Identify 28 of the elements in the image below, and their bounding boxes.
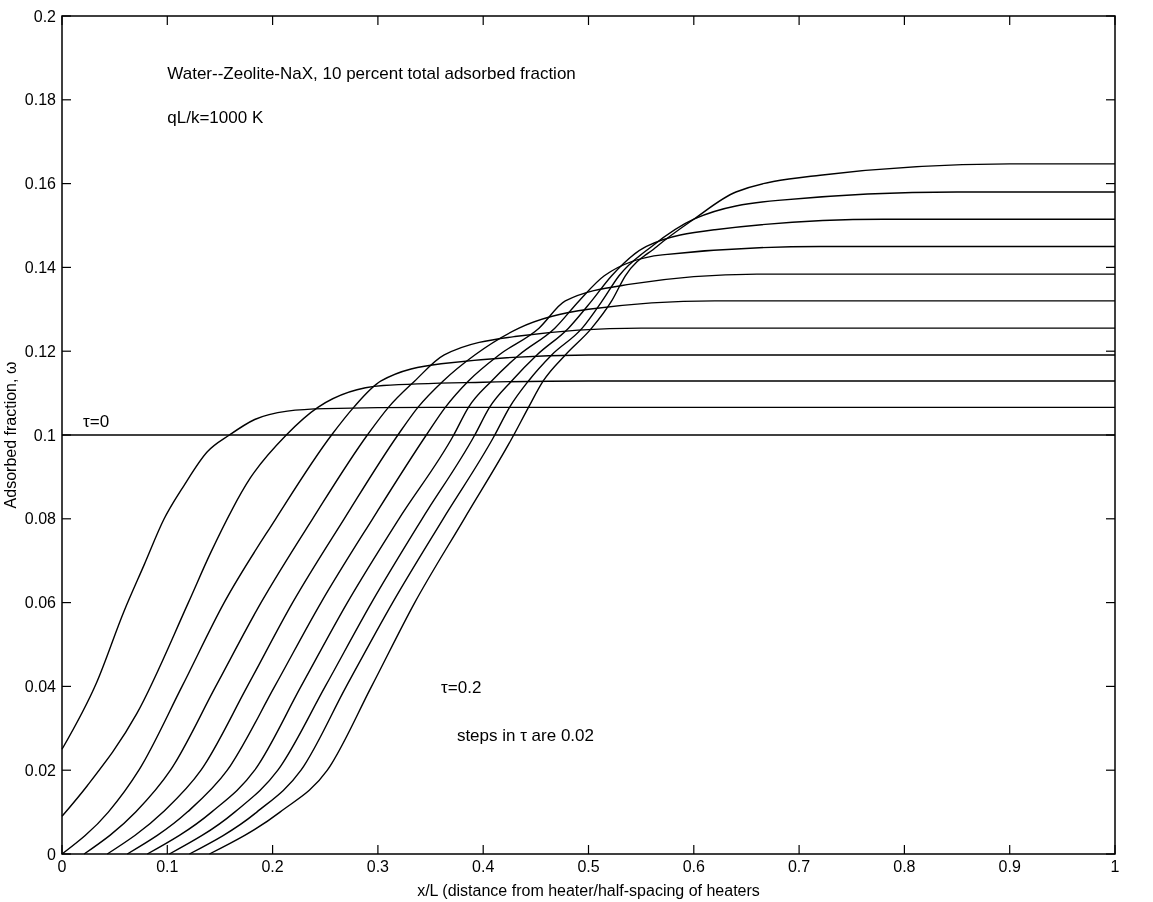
y-tick-label: 0.06	[24, 594, 57, 612]
y-tick-label: 0.1	[33, 426, 57, 444]
annotation: steps in τ are 0.02	[456, 725, 595, 745]
y-tick-label: 0.08	[24, 510, 57, 528]
x-tick-label: 0.6	[682, 858, 706, 875]
x-tick-label: 0.7	[787, 858, 811, 875]
y-tick-label: 0.04	[24, 678, 57, 695]
y-tick-label: 0.02	[24, 761, 57, 779]
y-tick-label: 0	[47, 845, 57, 863]
x-axis-title: x/L (distance from heater/half-spacing of heaters	[417, 882, 760, 899]
annotation: τ=0	[83, 412, 110, 431]
x-tick-label: 0.9	[998, 858, 1021, 875]
annotation: τ=0.2	[441, 677, 482, 697]
annotation: qL/k=1000 K	[167, 107, 264, 127]
x-tick-label: 0.2	[261, 858, 284, 875]
y-tick-label: 0.18	[24, 91, 57, 109]
x-tick-label: 1	[1110, 858, 1120, 875]
x-tick-label: 0.1	[156, 858, 179, 875]
annotation: Water--Zeolite-NaX, 10 percent total adsorbed fraction	[167, 63, 576, 83]
x-tick-label: 0.8	[893, 858, 916, 875]
y-tick-label: 0.16	[24, 175, 57, 193]
x-tick-label: 0.4	[472, 858, 495, 875]
y-tick-label: 0.2	[33, 7, 57, 25]
y-tick-label: 0.12	[24, 342, 57, 360]
x-tick-label: 0.3	[366, 858, 390, 875]
x-tick-label: 0.5	[577, 858, 600, 875]
y-axis-title: Adsorbed fraction, ω	[2, 361, 19, 509]
y-tick-label: 0.14	[24, 259, 57, 276]
